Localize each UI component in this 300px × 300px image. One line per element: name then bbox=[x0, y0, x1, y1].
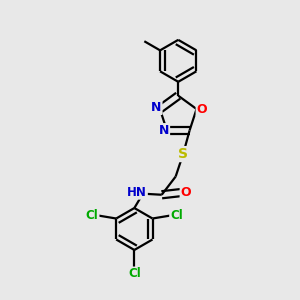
Text: Cl: Cl bbox=[86, 209, 98, 222]
Text: O: O bbox=[196, 103, 207, 116]
Text: Cl: Cl bbox=[170, 209, 183, 222]
Text: O: O bbox=[181, 186, 191, 199]
Text: N: N bbox=[159, 124, 169, 137]
Text: N: N bbox=[151, 101, 161, 114]
Text: HN: HN bbox=[127, 186, 147, 199]
Text: Cl: Cl bbox=[128, 268, 141, 281]
Text: S: S bbox=[178, 147, 188, 161]
